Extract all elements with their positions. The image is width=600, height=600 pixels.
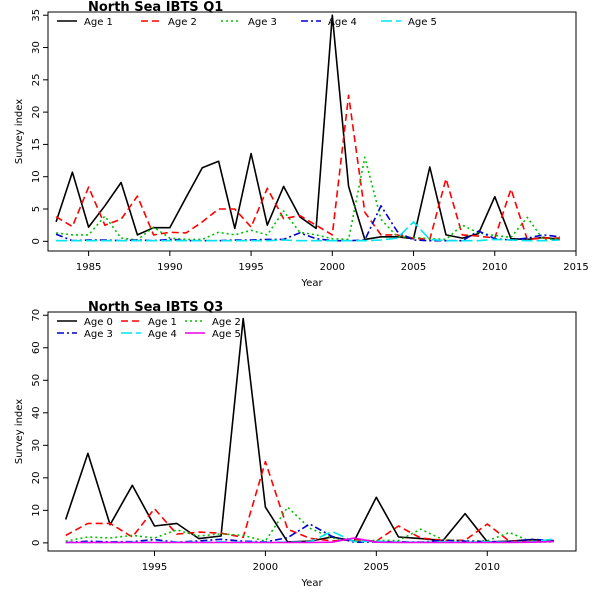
x-tick-label: 2005 bbox=[401, 262, 426, 273]
x-tick-label: 2010 bbox=[475, 562, 500, 573]
series-line-age-5 bbox=[56, 221, 560, 242]
y-tick-label: 20 bbox=[31, 471, 42, 484]
series-line-age-1 bbox=[65, 460, 554, 543]
legend-label: Age 2 bbox=[168, 17, 197, 28]
y-axis-label: Survey index bbox=[14, 99, 25, 164]
y-tick-label: 30 bbox=[31, 41, 42, 54]
y-tick-label: 20 bbox=[31, 106, 42, 119]
chart-title: North Sea IBTS Q1 bbox=[88, 0, 223, 15]
legend-label: Age 3 bbox=[84, 329, 113, 340]
y-tick-label: 30 bbox=[31, 439, 42, 452]
x-tick-label: 1990 bbox=[157, 262, 182, 273]
x-tick-label: 1985 bbox=[76, 262, 101, 273]
series-line-age-2 bbox=[65, 506, 554, 543]
series-line-age-5 bbox=[65, 537, 554, 544]
y-tick-label: 5 bbox=[31, 206, 42, 212]
y-tick-label: 35 bbox=[31, 9, 42, 22]
y-tick-label: 10 bbox=[31, 504, 42, 517]
series-line-age-0 bbox=[64, 317, 554, 543]
legend-label: Age 5 bbox=[408, 17, 437, 28]
y-axis-label: Survey index bbox=[14, 399, 25, 464]
legend-label: Age 4 bbox=[148, 329, 177, 340]
y-tick-label: 70 bbox=[31, 309, 42, 322]
x-tick-label: 2000 bbox=[253, 562, 278, 573]
y-tick-label: 0 bbox=[31, 238, 42, 244]
y-tick-label: 60 bbox=[31, 341, 42, 354]
x-tick-label: 1995 bbox=[238, 262, 263, 273]
legend-label: Age 1 bbox=[148, 317, 177, 328]
x-tick-label: 2015 bbox=[563, 262, 588, 273]
legend-label: Age 5 bbox=[212, 329, 241, 340]
y-tick-label: 50 bbox=[31, 374, 42, 387]
x-tick-label: 1995 bbox=[142, 562, 167, 573]
legend-label: Age 1 bbox=[84, 17, 113, 28]
series-line-age-2 bbox=[55, 94, 560, 241]
y-tick-label: 0 bbox=[31, 540, 42, 546]
legend-label: Age 0 bbox=[84, 317, 113, 328]
y-tick-label: 15 bbox=[31, 138, 42, 151]
plot-frame bbox=[47, 11, 577, 252]
y-tick-label: 10 bbox=[31, 170, 42, 183]
series-line-age-1 bbox=[55, 14, 560, 241]
x-tick-label: 2000 bbox=[320, 262, 345, 273]
plot-frame bbox=[47, 311, 577, 552]
legend-label: Age 2 bbox=[212, 317, 241, 328]
x-axis-label: Year bbox=[300, 278, 323, 289]
y-tick-label: 40 bbox=[31, 406, 42, 419]
chart-title: North Sea IBTS Q3 bbox=[88, 300, 223, 315]
series-line-age-3 bbox=[56, 156, 560, 241]
x-tick-label: 2005 bbox=[364, 562, 389, 573]
y-tick-label: 25 bbox=[31, 73, 42, 86]
x-tick-label: 2010 bbox=[482, 262, 507, 273]
x-axis-label: Year bbox=[300, 578, 323, 589]
legend-label: Age 3 bbox=[248, 17, 277, 28]
legend-label: Age 4 bbox=[328, 17, 357, 28]
chart-q3: North Sea IBTS Q3 1995 2000 2005 2010 0 10 20 30… bbox=[14, 300, 577, 589]
